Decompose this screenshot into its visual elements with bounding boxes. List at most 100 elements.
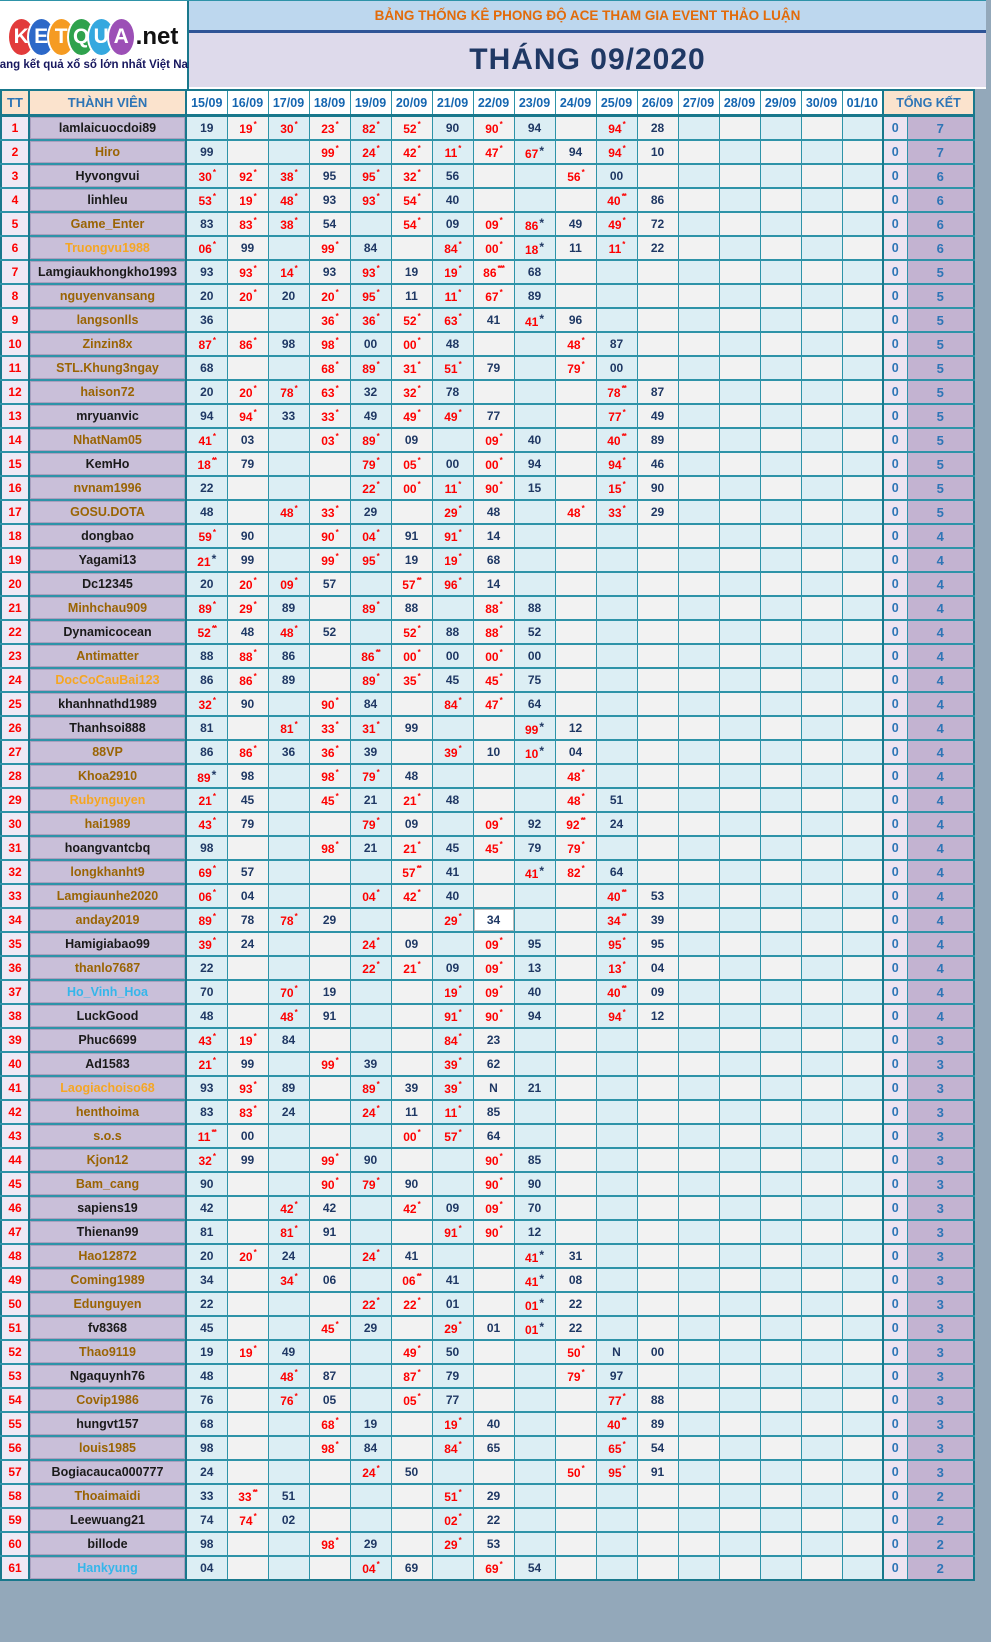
- score-cell[interactable]: 79: [226, 811, 269, 836]
- score-cell[interactable]: [472, 1387, 515, 1412]
- score-cell[interactable]: [800, 139, 843, 164]
- score-cell[interactable]: [800, 1003, 843, 1028]
- score-cell[interactable]: 79*: [349, 811, 392, 836]
- score-cell[interactable]: 89: [513, 283, 556, 308]
- score-cell[interactable]: 48: [390, 763, 433, 788]
- score-cell[interactable]: 20*: [226, 283, 269, 308]
- date-column-header[interactable]: 28/09: [718, 89, 761, 117]
- score-cell[interactable]: 00: [431, 451, 474, 476]
- score-cell[interactable]: 19*: [431, 259, 474, 284]
- rank-cell[interactable]: 38: [0, 1003, 30, 1028]
- score-cell[interactable]: 23: [472, 1027, 515, 1052]
- member-name-cell[interactable]: Ad1583: [28, 1051, 187, 1076]
- score-cell[interactable]: [554, 523, 597, 548]
- score-cell[interactable]: 48*: [267, 187, 310, 212]
- score-cell[interactable]: 40: [431, 187, 474, 212]
- score-cell[interactable]: [308, 955, 351, 980]
- score-cell[interactable]: [431, 715, 474, 740]
- score-cell[interactable]: 56: [431, 163, 474, 188]
- score-cell[interactable]: 41*: [185, 427, 228, 452]
- score-cell[interactable]: [554, 667, 597, 692]
- score-cell[interactable]: 98: [185, 1531, 228, 1556]
- score-cell[interactable]: 87*: [390, 1363, 433, 1388]
- score-cell[interactable]: 33: [267, 403, 310, 428]
- score-cell[interactable]: 86: [185, 667, 228, 692]
- score-cell[interactable]: 32*: [390, 163, 433, 188]
- score-cell[interactable]: 86: [185, 739, 228, 764]
- score-cell[interactable]: 21: [349, 835, 392, 860]
- score-cell[interactable]: 89*: [349, 667, 392, 692]
- score-cell[interactable]: 99*: [308, 1051, 351, 1076]
- summary-zero-cell[interactable]: 0: [882, 1099, 908, 1124]
- score-cell[interactable]: 95*: [349, 163, 392, 188]
- score-cell[interactable]: [308, 1339, 351, 1364]
- score-cell[interactable]: [800, 427, 843, 452]
- score-cell[interactable]: 85: [513, 1147, 556, 1172]
- member-name-cell[interactable]: Dc12345: [28, 571, 187, 596]
- score-cell[interactable]: 79: [226, 451, 269, 476]
- score-cell[interactable]: 40**: [595, 427, 638, 452]
- score-cell[interactable]: [800, 739, 843, 764]
- score-cell[interactable]: [226, 955, 269, 980]
- score-cell[interactable]: 84: [349, 235, 392, 260]
- score-cell[interactable]: [718, 1339, 761, 1364]
- score-cell[interactable]: [677, 715, 720, 740]
- rank-cell[interactable]: 29: [0, 787, 30, 812]
- score-cell[interactable]: 45: [431, 667, 474, 692]
- score-cell[interactable]: [800, 1147, 843, 1172]
- score-cell[interactable]: 89*: [185, 595, 228, 620]
- score-cell[interactable]: [718, 355, 761, 380]
- score-cell[interactable]: 22: [472, 1507, 515, 1532]
- rank-cell[interactable]: 8: [0, 283, 30, 308]
- score-cell[interactable]: [472, 1267, 515, 1292]
- score-cell[interactable]: 49*: [390, 1339, 433, 1364]
- score-cell[interactable]: [759, 907, 802, 932]
- score-cell[interactable]: [759, 1099, 802, 1124]
- score-cell[interactable]: [841, 1075, 884, 1100]
- score-cell[interactable]: [513, 379, 556, 404]
- score-cell[interactable]: 09*: [472, 427, 515, 452]
- score-cell[interactable]: [759, 1051, 802, 1076]
- score-cell[interactable]: 81: [185, 715, 228, 740]
- score-cell[interactable]: [267, 931, 310, 956]
- score-cell[interactable]: 32*: [185, 1147, 228, 1172]
- score-cell[interactable]: 19*: [226, 1027, 269, 1052]
- score-cell[interactable]: 89*: [185, 763, 228, 788]
- score-cell[interactable]: [759, 403, 802, 428]
- score-cell[interactable]: [841, 643, 884, 668]
- score-cell[interactable]: [308, 1507, 351, 1532]
- score-cell[interactable]: [677, 235, 720, 260]
- score-cell[interactable]: 34: [185, 1267, 228, 1292]
- score-cell[interactable]: [677, 379, 720, 404]
- score-cell[interactable]: [841, 1123, 884, 1148]
- score-cell[interactable]: [595, 1075, 638, 1100]
- score-cell[interactable]: [595, 1267, 638, 1292]
- score-cell[interactable]: [554, 979, 597, 1004]
- score-cell[interactable]: [267, 691, 310, 716]
- member-name-cell[interactable]: lamlaicuocdoi89: [28, 114, 187, 140]
- score-cell[interactable]: [800, 523, 843, 548]
- score-cell[interactable]: [595, 1051, 638, 1076]
- score-cell[interactable]: [718, 1435, 761, 1460]
- score-cell[interactable]: 46: [636, 451, 679, 476]
- score-cell[interactable]: 89*: [185, 907, 228, 932]
- score-cell[interactable]: [677, 523, 720, 548]
- score-cell[interactable]: 56*: [554, 163, 597, 188]
- rank-cell[interactable]: 46: [0, 1195, 30, 1220]
- rank-cell[interactable]: 6: [0, 235, 30, 260]
- score-cell[interactable]: 48*: [267, 1003, 310, 1028]
- member-name-cell[interactable]: Antimatter: [28, 643, 187, 668]
- score-cell[interactable]: 78**: [595, 379, 638, 404]
- score-cell[interactable]: [759, 691, 802, 716]
- score-cell[interactable]: [759, 1555, 802, 1580]
- score-cell[interactable]: 20*: [226, 571, 269, 596]
- score-cell[interactable]: 91*: [431, 1219, 474, 1244]
- summary-zero-cell[interactable]: 0: [882, 259, 908, 284]
- score-cell[interactable]: 78: [431, 379, 474, 404]
- score-cell[interactable]: 91: [636, 1459, 679, 1484]
- score-cell[interactable]: [390, 499, 433, 524]
- score-cell[interactable]: [390, 1507, 433, 1532]
- score-cell[interactable]: [800, 235, 843, 260]
- summary-zero-cell[interactable]: 0: [882, 1195, 908, 1220]
- score-cell[interactable]: 20*: [226, 379, 269, 404]
